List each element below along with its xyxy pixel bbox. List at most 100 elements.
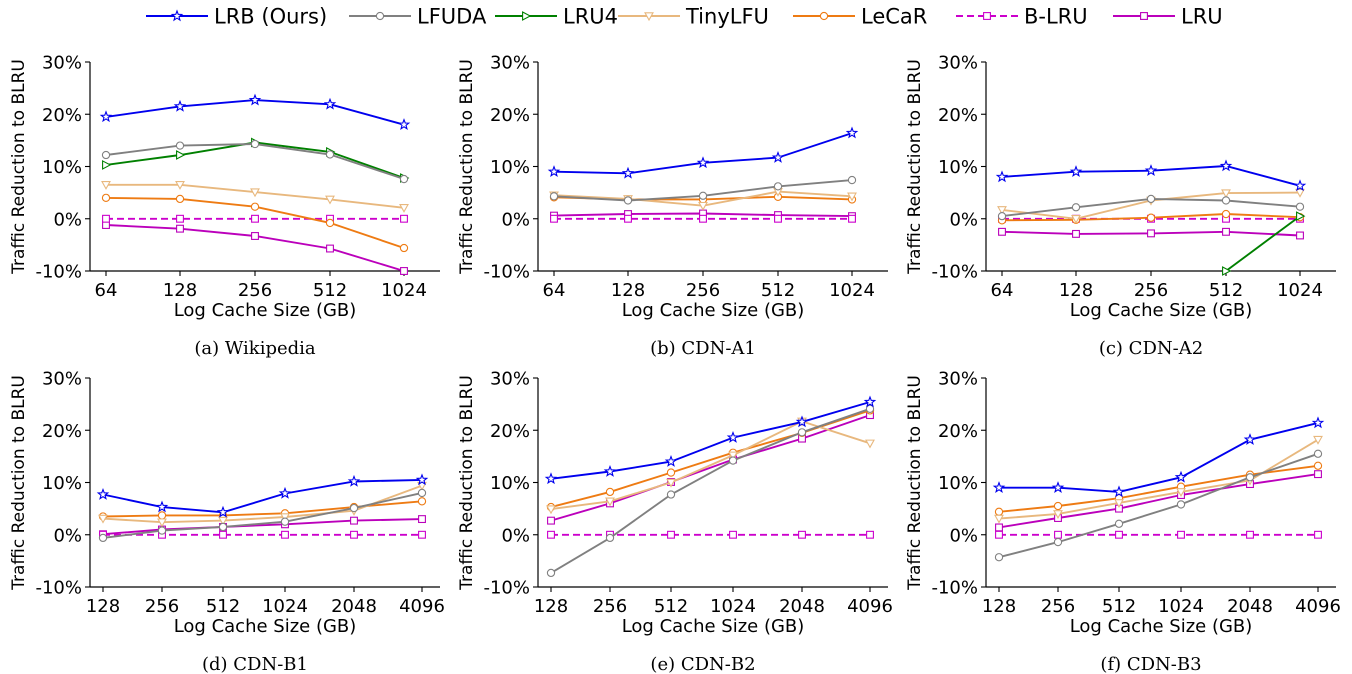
data-point [1146, 194, 1156, 204]
data-point [795, 415, 809, 428]
data-point [1222, 227, 1230, 236]
data-point [176, 224, 184, 233]
data-point [729, 530, 737, 539]
y-tick-label: -10% [931, 578, 978, 599]
data-point [1112, 485, 1126, 498]
data-point [603, 464, 617, 477]
data-point [175, 181, 185, 190]
x-axis-label: Log Cache Size (GB) [622, 300, 805, 321]
series-line [1225, 215, 1301, 272]
data-point [605, 533, 615, 543]
data-point [550, 214, 558, 223]
data-point [173, 99, 187, 112]
x-tick-label: 256 [238, 280, 272, 301]
y-axis-label: Traffic Reduction to BLRU [9, 375, 29, 591]
legend-entry-b-lru: B-LRU [956, 5, 1088, 29]
y-tick-label: 10% [938, 157, 978, 178]
data-point [350, 530, 358, 539]
data-point [1245, 473, 1255, 482]
series-lru [998, 227, 1304, 240]
data-point [696, 156, 710, 169]
y-tick-label: -10% [931, 262, 978, 283]
x-tick-label: 4096 [847, 596, 893, 617]
x-tick-label: 512 [761, 280, 795, 301]
series-tinylfu [994, 435, 1323, 524]
data-point [175, 194, 185, 204]
data-point [994, 507, 1004, 516]
data-point [995, 530, 1003, 539]
panel-caption: (d) CDN-B1 [202, 654, 308, 674]
data-point [666, 468, 676, 477]
data-point [1146, 213, 1156, 222]
data-point [175, 141, 185, 150]
series-lrb-ours [96, 473, 429, 518]
series-group [99, 93, 411, 275]
series-group [544, 395, 877, 578]
legend-label: LeCaR [861, 5, 927, 29]
legend-marker [170, 9, 184, 22]
data-point [998, 227, 1006, 236]
data-point [995, 523, 1003, 532]
series-b-lru [547, 530, 874, 539]
series-lru [995, 470, 1322, 532]
y-axis-label: Traffic Reduction to BLRU [457, 375, 477, 591]
data-point [101, 193, 111, 202]
y-tick-label: 30% [490, 53, 530, 74]
series-lrb-ours [547, 126, 859, 179]
data-point [992, 481, 1006, 494]
data-point [666, 490, 676, 499]
data-point [417, 497, 427, 506]
series-lfuda [98, 488, 427, 543]
panel-caption: (c) CDN-A2 [1099, 338, 1203, 359]
data-point [250, 202, 260, 211]
y-tick-label: 0% [501, 209, 530, 230]
series-group [547, 126, 859, 223]
legend-marker [819, 11, 829, 21]
y-tick-label: 10% [490, 157, 530, 178]
data-point [350, 516, 358, 525]
series-line [998, 464, 1319, 513]
y-tick-label: 10% [938, 473, 978, 494]
data-point [1221, 209, 1231, 219]
data-point [863, 395, 877, 408]
x-tick-label: 256 [686, 280, 720, 301]
data-point [1053, 510, 1063, 519]
data-point [251, 232, 259, 240]
data-point [278, 486, 292, 499]
panel-f-cdn-b3: -10% 0% 10% 20% 30% 128 256 512 1024 2048 4096 Log … [905, 369, 1341, 674]
x-tick-label: 1024 [829, 280, 875, 301]
legend-entry-lru4: LRU4 [495, 5, 618, 29]
data-point [994, 553, 1004, 562]
data-point [547, 516, 555, 525]
y-tick-label: 0% [949, 525, 978, 546]
data-point [771, 151, 785, 163]
legend-label: LRU [1181, 5, 1223, 29]
data-point [157, 526, 167, 535]
series-line [553, 132, 853, 175]
data-point [280, 517, 290, 526]
data-point [549, 192, 559, 201]
x-tick-label: 512 [1209, 280, 1243, 301]
x-tick-label: 512 [1102, 596, 1136, 617]
data-point [1069, 165, 1083, 178]
y-tick-label: 30% [490, 369, 530, 390]
data-point [995, 170, 1009, 183]
data-point [866, 530, 874, 539]
data-point [102, 160, 112, 170]
data-point [728, 451, 738, 461]
data-point [547, 530, 555, 539]
x-tick-label: 256 [1134, 280, 1168, 301]
y-tick-label: 10% [490, 473, 530, 494]
y-tick-label: -10% [35, 262, 82, 283]
data-point [1313, 461, 1323, 470]
data-point [847, 175, 857, 185]
series-lrb-ours [544, 395, 877, 485]
y-tick-label: -10% [483, 578, 530, 599]
legend-entry-lecar: LeCaR [793, 5, 927, 29]
data-point [605, 487, 615, 497]
data-point [176, 150, 186, 160]
series-line [102, 491, 423, 539]
data-point [865, 404, 875, 413]
x-tick-label: 256 [1041, 596, 1075, 617]
data-point [1295, 202, 1305, 211]
